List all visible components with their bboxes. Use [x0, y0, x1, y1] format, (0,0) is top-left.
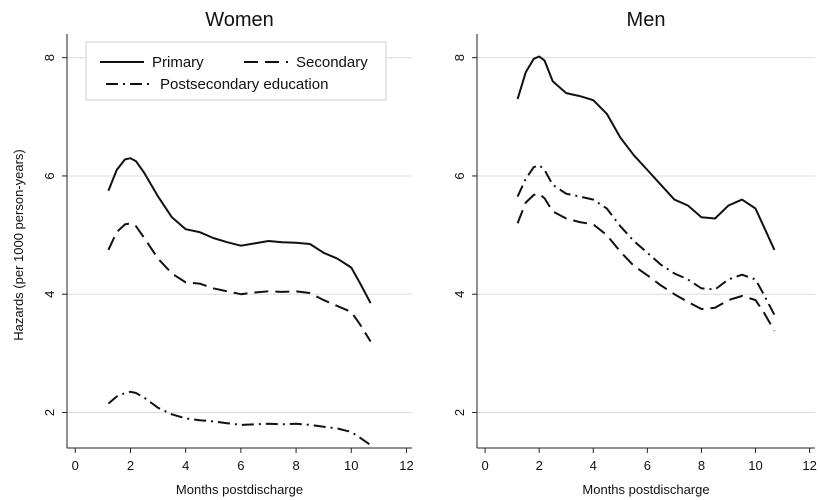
x-tick-label: 10	[344, 458, 358, 473]
panel-title: Women	[205, 9, 274, 31]
y-axis-label: Hazards (per 1000 person-years)	[11, 149, 26, 340]
x-tick-label: 8	[292, 458, 299, 473]
y-tick-label: 2	[42, 409, 57, 416]
x-tick-label: 4	[182, 458, 189, 473]
x-tick-label: 2	[127, 458, 134, 473]
x-tick-label: 6	[237, 458, 244, 473]
legend: Primary Secondary Postsecondary education	[85, 41, 387, 101]
panel-men: Men 2 4 6 8 0 2 4 6 8 10 12 Months postdischarge	[452, 9, 817, 497]
series-line-solid	[107, 157, 372, 304]
series-line-dash-dot	[107, 390, 372, 446]
legend-label: Secondary	[296, 54, 368, 71]
y-tick-label: 6	[452, 172, 467, 179]
legend-label: Primary	[152, 54, 204, 71]
x-tick-label: 10	[748, 458, 762, 473]
x-tick-label: 2	[536, 458, 543, 473]
series-line-dash-dot	[516, 164, 776, 316]
x-tick-label: 4	[590, 458, 597, 473]
x-tick-label: 12	[399, 458, 413, 473]
panel-title: Men	[627, 9, 666, 31]
y-tick-label: 4	[452, 291, 467, 298]
y-tick-label: 2	[452, 409, 467, 416]
y-tick-label: 4	[42, 291, 57, 298]
series-line-dashed	[107, 222, 372, 343]
x-tick-label: 0	[481, 458, 488, 473]
y-tick-label: 8	[42, 54, 57, 61]
x-axis-label: Months postdischarge	[582, 482, 709, 497]
x-tick-label: 12	[802, 458, 816, 473]
x-tick-label: 0	[72, 458, 79, 473]
series-line-dashed	[516, 192, 776, 332]
y-tick-label: 6	[42, 172, 57, 179]
y-tick-label: 8	[452, 54, 467, 61]
legend-box	[85, 41, 387, 101]
x-tick-label: 8	[698, 458, 705, 473]
series-line-solid	[516, 55, 776, 251]
x-axis-label: Months postdischarge	[176, 482, 303, 497]
x-tick-label: 6	[644, 458, 651, 473]
legend-label: Postsecondary education	[160, 76, 328, 93]
